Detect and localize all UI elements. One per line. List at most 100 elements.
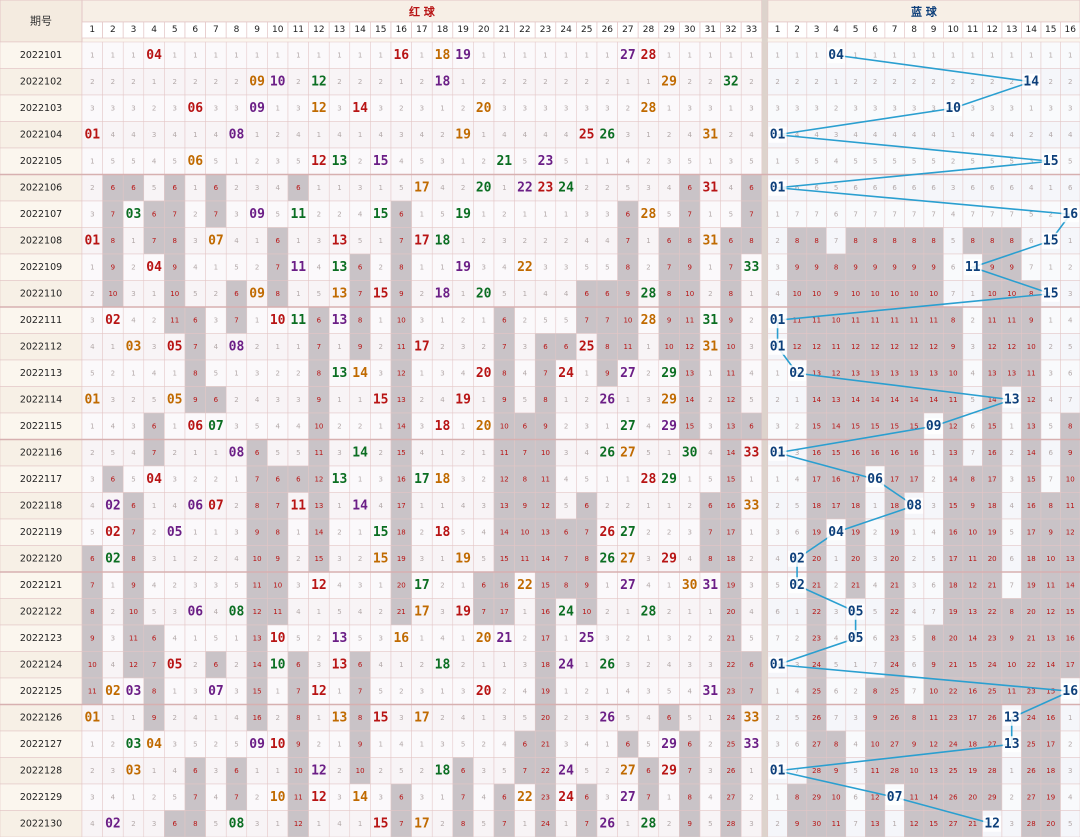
blue-miss-count: 2 <box>1048 78 1052 86</box>
blue-miss-count: 13 <box>929 767 938 775</box>
blue-miss-count: 1 <box>853 51 857 59</box>
red-ball-number: 18 <box>435 48 451 63</box>
blue-miss-count: 6 <box>990 184 995 192</box>
red-miss-count: 1 <box>605 157 609 165</box>
red-miss-count: 2 <box>523 237 527 245</box>
red-miss-count: 1 <box>667 449 671 457</box>
red-ball-number: 06 <box>187 604 203 619</box>
blue-column-header: 14 <box>1025 25 1037 35</box>
red-miss-count: 2 <box>255 157 259 165</box>
period-label: 2022126 <box>20 712 62 723</box>
red-miss-count: 8 <box>275 290 279 298</box>
red-miss-count: 2 <box>687 78 691 86</box>
red-miss-count: 1 <box>708 157 712 165</box>
red-ball-number: 16 <box>393 631 409 646</box>
red-miss-count: 4 <box>584 237 589 245</box>
red-miss-count: 11 <box>623 343 632 351</box>
blue-miss-count: 20 <box>949 634 958 642</box>
red-miss-count: 2 <box>564 78 568 86</box>
red-miss-count: 4 <box>378 502 383 510</box>
blue-miss-count: 8 <box>931 237 935 245</box>
red-miss-count: 9 <box>502 396 506 404</box>
red-miss-count: 2 <box>440 131 444 139</box>
red-miss-count: 2 <box>481 237 485 245</box>
red-miss-count: 1 <box>337 51 341 59</box>
blue-miss-count: 27 <box>890 740 899 748</box>
red-miss-count: 1 <box>255 131 259 139</box>
blue-miss-count: 6 <box>912 661 917 669</box>
red-miss-count: 19 <box>397 555 406 563</box>
red-miss-count: 5 <box>296 634 300 642</box>
blue-miss-count: 14 <box>851 396 860 404</box>
blue-miss-count: 2 <box>795 422 799 430</box>
red-miss-count: 6 <box>214 396 219 404</box>
blue-miss-count: 13 <box>1066 555 1075 563</box>
red-ball-number: 18 <box>435 233 451 248</box>
red-miss-count: 1 <box>729 51 733 59</box>
red-ball-number: 15 <box>373 710 389 725</box>
blue-miss-count: 1 <box>1068 51 1072 59</box>
red-miss-count: 2 <box>90 290 94 298</box>
red-ball-number: 14 <box>352 366 368 381</box>
red-miss-count: 10 <box>88 661 97 669</box>
blue-miss-count: 18 <box>890 502 899 510</box>
red-ball-number: 19 <box>455 207 471 222</box>
red-miss-count: 15 <box>685 422 694 430</box>
blue-miss-count: 4 <box>834 157 839 165</box>
red-miss-count: 3 <box>214 767 218 775</box>
red-miss-count: 8 <box>193 820 197 828</box>
red-miss-count: 4 <box>111 131 116 139</box>
red-miss-count: 1 <box>337 396 341 404</box>
blue-miss-count: 28 <box>812 767 821 775</box>
red-ball-number: 31 <box>702 578 718 593</box>
red-miss-count: 2 <box>172 78 176 86</box>
red-miss-count: 1 <box>296 51 300 59</box>
blue-miss-count: 4 <box>912 608 917 616</box>
red-miss-count: 2 <box>378 343 382 351</box>
red-miss-count: 1 <box>296 290 300 298</box>
red-ball-number: 17 <box>414 339 430 354</box>
blue-miss-count: 20 <box>988 555 997 563</box>
red-miss-count: 2 <box>317 634 321 642</box>
red-miss-count: 3 <box>358 581 362 589</box>
red-ball-number: 01 <box>84 127 100 142</box>
red-miss-count: 9 <box>296 740 300 748</box>
red-miss-count: 1 <box>255 767 259 775</box>
red-miss-count: 7 <box>152 449 156 457</box>
red-miss-count: 1 <box>749 528 753 536</box>
red-miss-count: 1 <box>584 51 588 59</box>
red-miss-count: 6 <box>729 237 734 245</box>
red-miss-count: 2 <box>481 78 485 86</box>
red-miss-count: 8 <box>461 820 465 828</box>
red-ball-number: 33 <box>744 737 760 752</box>
red-ball-number: 14 <box>352 445 368 460</box>
blue-miss-count: 16 <box>968 687 977 695</box>
red-miss-count: 1 <box>214 449 218 457</box>
red-miss-count: 10 <box>685 290 694 298</box>
red-miss-count: 3 <box>646 184 650 192</box>
red-ball-number: 18 <box>435 763 451 778</box>
blue-miss-count: 23 <box>949 714 958 722</box>
red-miss-count: 2 <box>420 661 424 669</box>
blue-miss-count: 11 <box>968 555 977 563</box>
blue-miss-count: 9 <box>873 714 877 722</box>
red-miss-count: 28 <box>726 820 735 828</box>
red-miss-count: 3 <box>255 820 259 828</box>
red-miss-count: 4 <box>461 369 466 377</box>
blue-miss-count: 17 <box>988 475 997 483</box>
red-miss-count: 2 <box>646 661 650 669</box>
red-miss-count: 2 <box>708 740 712 748</box>
red-miss-count: 5 <box>317 290 321 298</box>
red-miss-count: 5 <box>523 714 527 722</box>
blue-miss-count: 3 <box>931 502 935 510</box>
red-miss-count: 13 <box>500 502 509 510</box>
blue-miss-count: 14 <box>812 396 821 404</box>
red-miss-count: 1 <box>90 157 94 165</box>
red-miss-count: 1 <box>172 555 176 563</box>
blue-miss-count: 12 <box>1027 396 1036 404</box>
red-miss-count: 4 <box>317 263 322 271</box>
red-miss-count: 1 <box>275 343 279 351</box>
red-miss-count: 2 <box>461 661 465 669</box>
red-miss-count: 1 <box>420 51 424 59</box>
red-miss-count: 1 <box>111 714 115 722</box>
